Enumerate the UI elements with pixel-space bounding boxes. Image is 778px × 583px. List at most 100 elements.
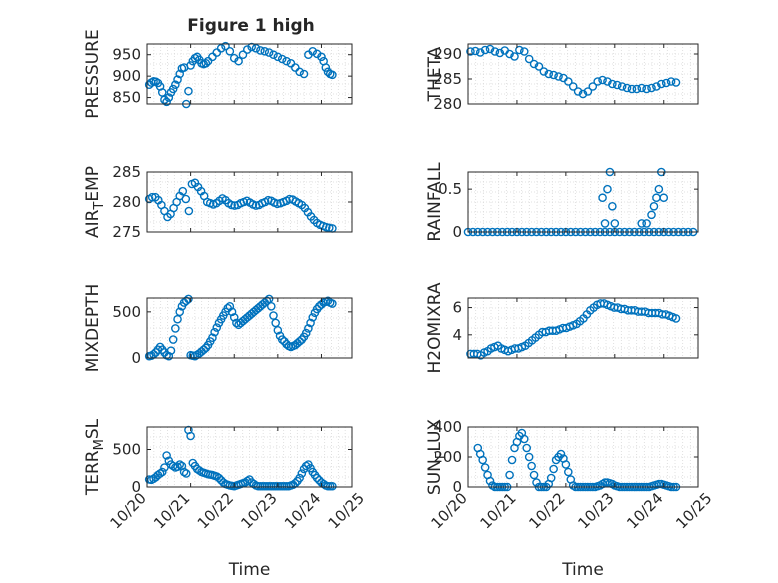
data-point — [243, 45, 252, 54]
y-tick-label: 285 — [112, 163, 141, 181]
subplot-5: 0 500 MIXDEPTH — [83, 284, 353, 372]
subplot-7: 0 500 10/20 10/21 10/22 10/23 10/24 10/25 Time TE… — [83, 418, 368, 580]
y-axis-label: RAINFALL — [425, 162, 445, 242]
data-point — [301, 328, 311, 338]
data-point — [529, 59, 539, 69]
x-tick-label: 10/22 — [525, 489, 568, 532]
y-tick-label: 290 — [433, 45, 462, 63]
data-point — [600, 219, 610, 228]
data-point — [225, 46, 235, 56]
data-point — [269, 50, 278, 60]
data-point — [297, 469, 307, 478]
axes-box — [146, 426, 353, 488]
data-point — [181, 194, 191, 204]
data-point — [529, 470, 539, 480]
axes-box — [467, 297, 699, 359]
data-point — [173, 462, 182, 472]
data-point — [162, 97, 171, 107]
data-point — [515, 45, 524, 55]
y-tick-label: 0 — [131, 478, 141, 496]
data-point — [312, 473, 322, 483]
data-point — [323, 296, 333, 306]
data-point — [212, 48, 222, 57]
data-point — [247, 42, 256, 52]
data-point — [632, 84, 642, 94]
data-point — [282, 56, 291, 66]
data-point — [617, 82, 627, 91]
data-point — [173, 314, 182, 324]
y-tick-label: 280 — [433, 95, 462, 113]
data-point — [659, 193, 669, 203]
data-point — [260, 46, 270, 56]
data-point — [603, 77, 612, 86]
data-point — [168, 335, 178, 344]
data-point — [671, 314, 681, 323]
y-tick-label: 0 — [131, 349, 141, 367]
data-point — [184, 294, 193, 304]
axes-box — [146, 297, 353, 359]
data-point — [171, 324, 180, 333]
data-point — [290, 63, 300, 72]
y-tick-label: 4 — [452, 326, 462, 344]
data-point — [490, 47, 500, 56]
data-point — [175, 460, 185, 469]
data-point — [505, 470, 514, 480]
data-point — [522, 443, 532, 453]
data-point — [519, 47, 529, 56]
data-point — [238, 50, 248, 60]
data-point — [227, 307, 237, 317]
data-point — [328, 481, 337, 491]
subplot-1: 850 900 950 PRESSURE — [83, 29, 353, 119]
data-point — [666, 77, 676, 86]
y-tick-label: 0 — [452, 478, 462, 496]
data-point — [178, 186, 188, 196]
data-point — [208, 52, 217, 62]
data-point — [199, 345, 209, 354]
data-point — [299, 69, 309, 79]
figure-title: Figure 1 high — [187, 16, 315, 36]
data-point — [317, 52, 326, 62]
axes-box — [467, 171, 699, 233]
x-tick-label: 10/25 — [672, 489, 715, 532]
data-point — [588, 82, 598, 91]
y-tick-label: 850 — [112, 89, 141, 107]
data-point — [173, 75, 182, 84]
data-point — [485, 476, 495, 486]
y-tick-label: 6 — [452, 299, 462, 317]
subplot-6: 4 6 H2OMIXRA — [425, 282, 699, 374]
x-tick-label: 10/22 — [194, 489, 237, 532]
x-axis-label: Time — [228, 560, 271, 580]
data-point — [214, 473, 224, 483]
data-point — [155, 469, 165, 478]
data-point — [480, 45, 490, 55]
data-point — [583, 87, 593, 96]
data-point — [549, 70, 558, 80]
y-axis-label: THETA — [425, 46, 445, 102]
x-axis-label: Time — [561, 560, 604, 580]
data-point — [598, 193, 607, 203]
data-point — [612, 80, 622, 90]
data-point — [510, 52, 519, 61]
data-point — [656, 79, 666, 89]
data-point — [201, 58, 211, 68]
data-point — [212, 323, 222, 332]
data-point — [649, 201, 659, 211]
data-point — [267, 302, 276, 311]
data-point — [273, 52, 283, 62]
data-point — [277, 54, 287, 64]
data-point — [208, 333, 217, 342]
y-tick-label: 400 — [433, 418, 462, 436]
data-point — [627, 84, 637, 94]
data-point — [671, 78, 681, 87]
data-point — [661, 78, 671, 88]
data-point — [181, 296, 191, 306]
data-point — [610, 219, 620, 228]
data-point — [561, 460, 571, 469]
data-point — [273, 326, 283, 335]
data-point — [175, 69, 185, 79]
data-point — [216, 43, 226, 53]
data-point — [179, 467, 189, 477]
